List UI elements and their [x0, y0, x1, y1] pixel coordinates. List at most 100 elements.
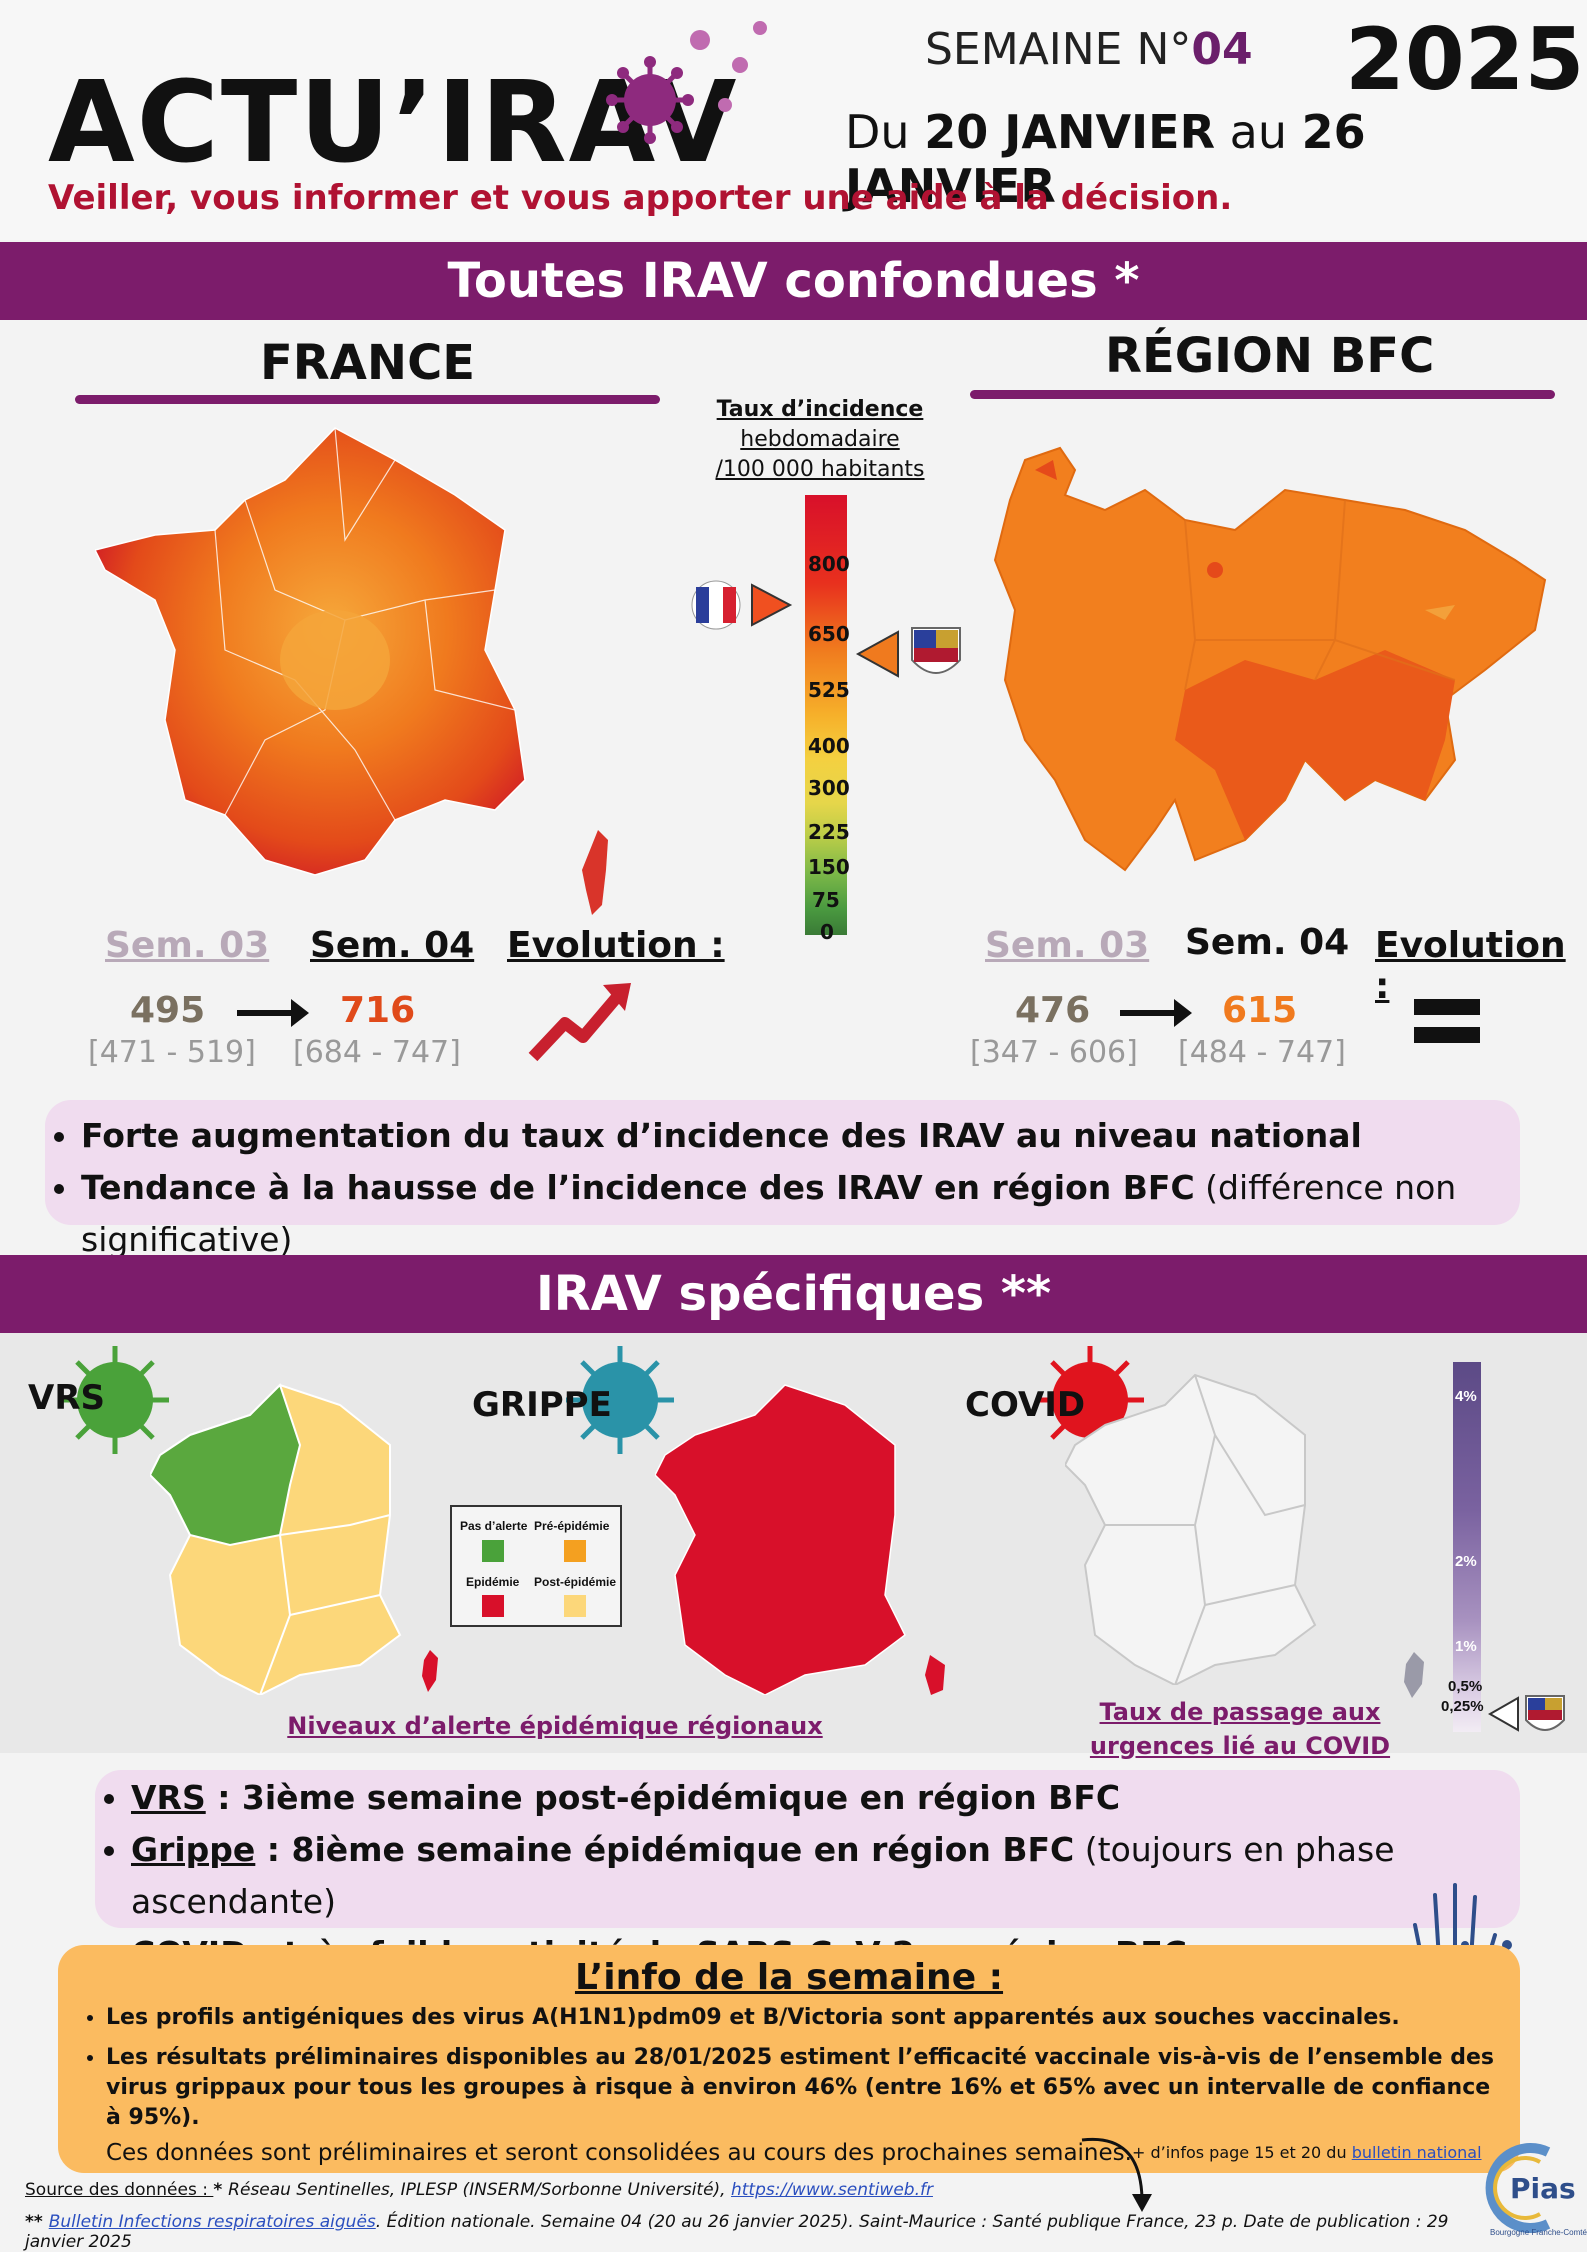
info-item-2: Les résultats préliminaires disponibles …: [106, 2043, 1506, 2133]
france-curr-label: Sem. 04: [310, 925, 475, 966]
week-number: SEMAINE N°04: [925, 24, 1253, 75]
alert-caption: Niveaux d’alerte épidémique régionaux: [287, 1712, 823, 1740]
france-arrow-icon: [237, 999, 309, 1027]
france-prev-value: 495: [130, 990, 206, 1031]
france-prev-label: Sem. 03: [105, 925, 270, 966]
legend-pre-label: Pré-épidémie: [534, 1519, 610, 1533]
bulletin-ira-link[interactable]: Bulletin Infections respiratoires aiguës: [48, 2212, 376, 2232]
section1-title: Toutes IRAV confondues *: [0, 242, 1587, 320]
france-title: FRANCE: [260, 335, 476, 391]
bfc-prev-ci: [347 - 606]: [970, 1035, 1138, 1070]
legend-epi-label: Epidémie: [466, 1575, 520, 1589]
vrs-label: VRS: [28, 1378, 105, 1418]
curved-arrow-icon: [1081, 2137, 1152, 2212]
covid-scale-1: 1%: [1455, 1638, 1477, 1655]
vrs-bullet: VRS : 3ième semaine post-épidémique en r…: [131, 1772, 1520, 1824]
covid-label: COVID: [965, 1385, 1086, 1425]
dates-du: Du: [845, 105, 910, 159]
legend-pre-swatch: [564, 1540, 586, 1562]
virus-icon: [606, 21, 767, 144]
covid-scale-2: 2%: [1455, 1553, 1477, 1570]
france-underline: [75, 395, 660, 404]
dates-end: 26 JANVIER: [845, 105, 1366, 213]
footer-line2: ** Bulletin Infections respiratoires aig…: [25, 2212, 1465, 2252]
france-incidence-map: [95, 427, 526, 876]
sentiweb-link[interactable]: https://www.sentiweb.fr: [730, 2180, 933, 2200]
scale-tick-650: 650: [808, 622, 850, 646]
year: 2025: [1345, 10, 1585, 110]
week-prefix: SEMAINE N°: [925, 24, 1192, 75]
france-prev-ci: [471 - 519]: [88, 1035, 256, 1070]
section1-bullet-2: Tendance à la hausse de l’incidence des …: [81, 1162, 1520, 1266]
trend-up-icon: [528, 983, 631, 1062]
bulletin-national-link[interactable]: bulletin national: [1351, 2143, 1482, 2162]
france-marker: [691, 580, 793, 630]
region-title: RÉGION BFC: [1105, 328, 1435, 384]
cpias-logo-text: Pias: [1510, 2172, 1576, 2205]
grippe-virus-icon: [566, 1346, 674, 1454]
section2-title: IRAV spécifiques **: [0, 1255, 1587, 1333]
legend-no-alert-swatch: [482, 1540, 504, 1562]
covid-caption: Taux de passage aux urgences lié au COVI…: [1085, 1695, 1395, 1763]
info-more-prefix: + d’infos page 15 et 20 du: [1132, 2143, 1352, 2162]
covid-scale-05: 0,5%: [1448, 1678, 1483, 1695]
header-background: [0, 0, 1587, 240]
info-box: L’info de la semaine : Les profils antig…: [58, 1945, 1520, 2173]
covid-map: [1065, 1373, 1317, 1685]
bfc-evolution-label: Evolution :: [1375, 925, 1566, 1007]
bfc-curr-ci: [484 - 747]: [1178, 1035, 1346, 1070]
france-curr-ci: [684 - 747]: [293, 1035, 461, 1070]
dates-au: au: [1229, 105, 1287, 159]
legend-epi-swatch: [482, 1595, 504, 1617]
section1-bullet-1: Forte augmentation du taux d’incidence d…: [81, 1110, 1520, 1162]
footer-source-label: Source des données :: [25, 2180, 214, 2200]
dates-start: 20 JANVIER: [924, 105, 1216, 159]
france-curr-value: 716: [340, 990, 416, 1031]
covid-caption-line1: Taux de passage aux: [1099, 1698, 1381, 1726]
scale-tick-800: 800: [808, 552, 850, 576]
scale-tick-525: 525: [808, 678, 850, 702]
alert-legend: Pas d’alerte Pré-épidémie Epidémie Post-…: [450, 1505, 622, 1627]
date-range: Du 20 JANVIER au 26 JANVIER: [845, 105, 1587, 213]
covid-corsica: [1404, 1652, 1424, 1698]
info-item-1: Les profils antigéniques des virus A(H1N…: [106, 2003, 1506, 2033]
covid-scale-025: 0,25%: [1441, 1698, 1484, 1715]
corsica-map: [582, 830, 608, 915]
scale-tick-0: 0: [820, 920, 834, 944]
section1-summary-box: Forte augmentation du taux d’incidence d…: [45, 1100, 1520, 1259]
vrs-virus-icon: [61, 1346, 169, 1454]
scale-title-line2: hebdomadaire: [740, 427, 900, 452]
scale-title-line1: Taux d’incidence: [716, 397, 924, 422]
info-note: Ces données sont préliminaires et seront…: [106, 2140, 1132, 2166]
grippe-label: GRIPPE: [472, 1385, 612, 1425]
bfc-curr-label: Sem. 04: [1185, 922, 1350, 963]
incidence-color-scale: [805, 495, 847, 935]
footer-source-text: Réseau Sentinelles, IPLESP (INSERM/Sorbo…: [228, 2180, 731, 2200]
legend-no-alert-label: Pas d’alerte: [460, 1519, 528, 1533]
covid-bfc-marker: [1488, 1695, 1565, 1732]
footer-star1: *: [213, 2180, 229, 2200]
region-underline: [970, 390, 1555, 399]
bfc-incidence-map: [993, 446, 1547, 872]
section2-summary-box: VRS : 3ième semaine post-épidémique en r…: [95, 1770, 1520, 1973]
footer-line1: Source des données : * Réseau Sentinelle…: [25, 2180, 933, 2200]
scale-title-line3: /100 000 habitants: [715, 457, 925, 482]
info-more: + d’infos page 15 et 20 du bulletin nati…: [1132, 2143, 1482, 2162]
footer-star2: **: [25, 2212, 49, 2232]
trend-stable-icon: [1414, 999, 1480, 1043]
grippe-corsica-left: [422, 1650, 438, 1692]
scale-tick-225: 225: [808, 820, 850, 844]
vrs-alert-map: [150, 1383, 402, 1695]
cpias-logo: [1485, 2143, 1551, 2233]
bfc-arrow-icon: [1120, 999, 1192, 1027]
bfc-prev-value: 476: [1015, 990, 1091, 1031]
scale-tick-300: 300: [808, 776, 850, 800]
bfc-marker: [855, 627, 961, 678]
covid-scale: [1453, 1362, 1481, 1732]
week-value: 04: [1191, 24, 1253, 75]
covid-scale-4: 4%: [1455, 1388, 1477, 1405]
scale-tick-400: 400: [808, 734, 850, 758]
tagline: Veiller, vous informer et vous apporter …: [48, 178, 1233, 218]
legend-post-label: Post-épidémie: [534, 1575, 617, 1589]
cpias-logo-sub: Bourgogne Franche-Comté: [1490, 2228, 1587, 2237]
